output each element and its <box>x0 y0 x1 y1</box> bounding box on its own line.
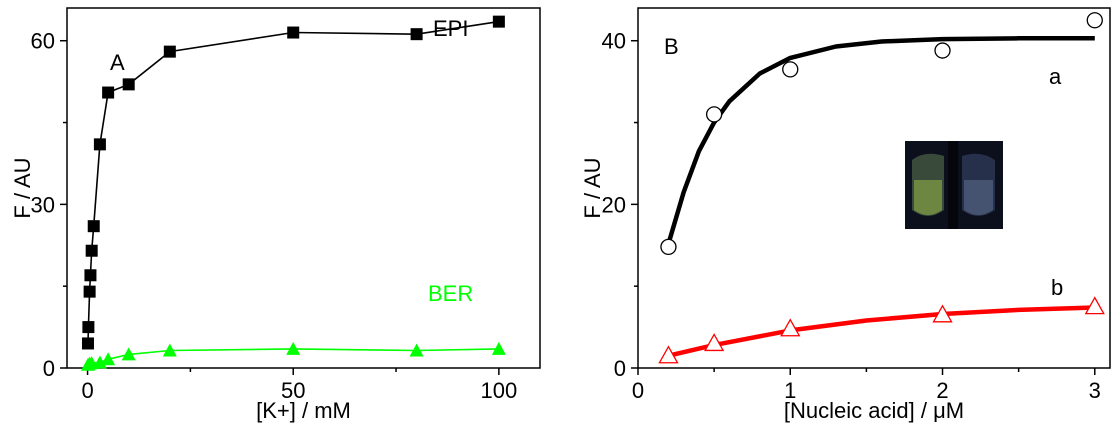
y-tick-label: 20 <box>602 192 626 217</box>
data-point <box>81 337 94 350</box>
series-label-EPI: EPI <box>433 16 468 41</box>
data-point <box>409 343 424 357</box>
data-point <box>410 28 423 41</box>
panel-label: A <box>110 50 125 75</box>
data-point <box>286 341 301 355</box>
fit-curve-b <box>667 305 1095 358</box>
data-point <box>162 343 177 357</box>
x-tick-label: 50 <box>281 378 305 403</box>
y-tick-label: 0 <box>43 356 55 381</box>
x-axis-label: [Nucleic acid] / μM <box>784 398 964 423</box>
data-point <box>102 86 115 99</box>
y-axis-label: F / AU <box>580 157 605 218</box>
data-point <box>932 304 953 323</box>
panel-label: B <box>664 34 679 59</box>
tube-left-glow <box>914 180 942 215</box>
data-point <box>87 220 100 233</box>
data-point <box>101 352 116 366</box>
data-point <box>82 321 95 334</box>
data-point <box>1084 296 1105 315</box>
data-point <box>658 345 679 364</box>
y-tick-label: 30 <box>31 192 55 217</box>
y-tick-label: 60 <box>31 29 55 54</box>
x-tick-label: 1 <box>784 378 796 403</box>
x-tick-label: 0 <box>632 378 644 403</box>
data-point <box>934 42 951 59</box>
y-axis-label: F / AU <box>10 157 35 218</box>
series-label-b: b <box>1051 275 1063 300</box>
tube-right-glow <box>964 180 993 215</box>
data-point <box>287 26 300 39</box>
data-point <box>780 318 801 337</box>
inset-photo <box>905 141 1003 229</box>
data-point <box>1086 12 1103 29</box>
y-tick-label: 0 <box>614 356 626 381</box>
plot-frame <box>637 7 1111 369</box>
data-point <box>163 45 176 58</box>
series-label-BER: BER <box>428 281 473 306</box>
x-tick-label: 100 <box>481 378 518 403</box>
inset-divider <box>948 141 958 229</box>
data-point <box>704 333 725 352</box>
x-tick-label: 3 <box>1089 378 1101 403</box>
data-point <box>660 238 677 256</box>
data-point <box>84 269 97 282</box>
x-tick-label: 2 <box>936 378 948 403</box>
data-point <box>122 78 135 91</box>
y-tick-label: 40 <box>602 29 626 54</box>
data-point <box>93 138 106 151</box>
chart-panel-B: 0 1 2 3 0 20 40 [Nucleic acid] / μM F / AU Ba b <box>580 7 1111 423</box>
data-point <box>83 285 96 298</box>
data-point <box>92 355 107 369</box>
x-axis-label: [K+] / mM <box>256 398 351 423</box>
data-point <box>85 244 98 257</box>
data-point <box>492 15 505 28</box>
series-label-a: a <box>1049 64 1062 89</box>
data-point <box>491 341 506 355</box>
chart-panel-A: 0 50 100 0 30 60 [K+] / mM F / AU A EPI BER <box>10 7 541 423</box>
data-point <box>705 106 723 123</box>
plot-frame <box>66 7 541 369</box>
x-tick-label: 0 <box>81 378 93 403</box>
data-point <box>782 61 799 78</box>
data-point <box>121 347 136 361</box>
fit-curve-a <box>666 36 1095 245</box>
